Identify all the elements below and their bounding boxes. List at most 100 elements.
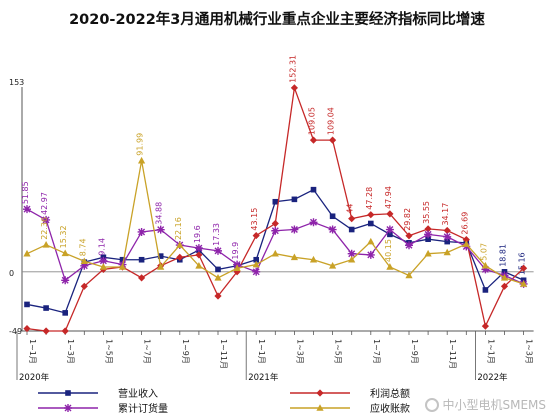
data-point <box>176 241 184 248</box>
data-label: 8.74 <box>78 238 87 256</box>
data-label: 19.6 <box>193 225 202 243</box>
data-point <box>290 225 299 234</box>
data-point <box>61 249 69 257</box>
data-label: 15.16 <box>518 252 527 275</box>
data-point <box>290 253 298 261</box>
data-point <box>214 274 222 281</box>
data-point <box>23 205 31 214</box>
x-tick-label: 1~3月 <box>525 339 534 364</box>
year-label: 2020年 <box>19 372 50 383</box>
x-tick-label: 1~9月 <box>181 339 190 364</box>
data-point <box>348 226 355 233</box>
data-point <box>138 156 146 164</box>
data-point <box>138 274 146 282</box>
data-point <box>424 225 432 233</box>
data-point <box>500 274 509 281</box>
data-point <box>271 226 280 235</box>
data-point <box>329 261 337 269</box>
data-point <box>65 390 71 396</box>
data-point <box>62 310 68 316</box>
data-label: 91.99 <box>136 133 145 156</box>
data-label: 29.82 <box>403 208 412 231</box>
x-tick-label: 1~5月 <box>334 339 343 364</box>
data-label: 17.33 <box>212 223 221 246</box>
data-point <box>386 263 394 270</box>
data-point <box>195 261 203 269</box>
data-point <box>462 235 470 244</box>
legend-label: 应收账款 <box>370 402 410 415</box>
data-point <box>367 211 375 219</box>
data-point <box>42 241 50 248</box>
data-point <box>195 251 203 259</box>
data-point <box>252 231 260 240</box>
data-label: 22.36 <box>40 217 49 240</box>
data-point <box>61 327 69 335</box>
y-tick-label: 0 <box>9 269 14 278</box>
data-point <box>520 264 528 272</box>
data-point <box>157 263 165 270</box>
data-point <box>367 237 375 245</box>
data-point <box>481 322 489 330</box>
data-label: 5.07 <box>479 243 488 261</box>
data-label: 40.15 <box>384 239 393 262</box>
data-point <box>520 280 528 287</box>
data-point <box>252 260 260 268</box>
x-tick-label: 1~7月 <box>372 339 381 364</box>
data-point <box>176 253 184 261</box>
data-point <box>328 225 337 234</box>
data-point <box>500 282 509 290</box>
data-label: 44 <box>346 203 355 213</box>
data-point <box>424 230 433 239</box>
data-label: 42.97 <box>40 192 49 215</box>
data-label: 35.55 <box>422 201 431 224</box>
data-point <box>64 404 72 412</box>
x-tick-label: 1~5月 <box>104 339 113 364</box>
data-point <box>385 225 394 234</box>
data-point <box>366 250 375 259</box>
data-point <box>272 198 279 205</box>
x-tick-label: 1~7月 <box>143 339 152 364</box>
data-point <box>348 255 356 263</box>
data-label: 109.05 <box>308 107 317 135</box>
legend-item: 应收账款 <box>290 402 410 415</box>
data-point <box>214 292 222 300</box>
data-point <box>80 261 89 270</box>
data-point <box>309 136 318 144</box>
data-point <box>61 276 70 285</box>
legend-label: 营业收入 <box>118 387 158 400</box>
data-point <box>347 249 356 258</box>
data-point <box>481 265 490 274</box>
legend-label: 利润总额 <box>370 387 410 400</box>
data-point <box>23 324 31 333</box>
data-label: 22.16 <box>174 217 183 240</box>
data-point <box>386 210 394 218</box>
legend-label: 累计订货量 <box>118 402 168 415</box>
x-tick-label: 1~11月 <box>219 339 228 369</box>
data-point <box>271 219 279 228</box>
legend-item: 营业收入 <box>38 387 158 400</box>
y-tick-label: 153 <box>9 78 24 87</box>
data-point <box>309 218 318 227</box>
data-label: 15.32 <box>59 225 68 248</box>
data-point <box>42 215 51 224</box>
data-point <box>443 248 451 256</box>
data-label: 152.31 <box>288 55 297 83</box>
series-diamond: 43.15 152.31 109.05 109.04 44 47.28 47.94 29.82… <box>23 55 528 335</box>
data-point <box>405 271 413 279</box>
data-point <box>310 186 317 193</box>
x-tick-label: 1~1月 <box>28 339 37 364</box>
year-label: 2022年 <box>477 372 508 383</box>
data-label: 18.81 <box>499 244 508 267</box>
data-point <box>316 389 324 397</box>
data-point <box>156 225 165 234</box>
data-point <box>271 249 279 257</box>
data-label: 34.88 <box>155 202 164 225</box>
data-point <box>23 249 31 257</box>
data-point <box>405 232 413 240</box>
data-point <box>481 261 489 269</box>
data-point <box>444 238 450 245</box>
data-point <box>348 215 356 223</box>
